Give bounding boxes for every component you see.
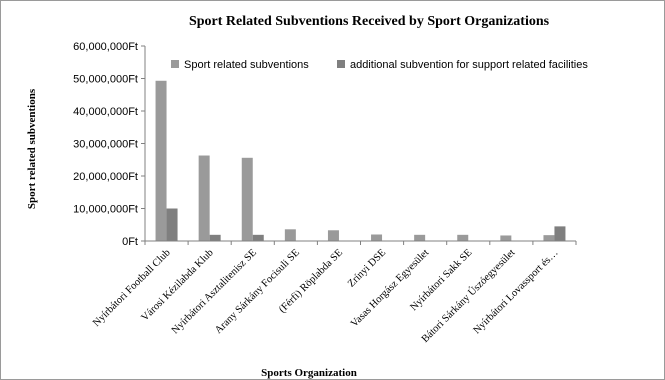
bar-facility-subvention xyxy=(209,234,221,241)
x-tick-label: Nyírbátori Football Club xyxy=(91,247,173,329)
y-tick-label: 20,000,000Ft xyxy=(73,171,138,183)
bar-facility-subvention xyxy=(166,208,178,241)
x-tick-label: Nyírbátori Lovassport és… xyxy=(472,247,561,336)
x-tick-label: Városi Kézilabda Klub xyxy=(140,247,216,323)
y-tick-label: 10,000,000Ft xyxy=(73,204,138,216)
bar-sport-subvention xyxy=(198,155,210,241)
bar-sport-subvention xyxy=(155,80,167,242)
bar-sport-subvention xyxy=(500,235,512,241)
legend-label: additional subvention for support relate… xyxy=(350,59,588,71)
chart-title: Sport Related Subventions Received by Sp… xyxy=(189,14,550,29)
bar-sport-subvention xyxy=(543,235,555,241)
bar-sport-subvention xyxy=(241,157,253,241)
bar-sport-subvention xyxy=(414,234,426,241)
y-axis-label: Sport related subventions xyxy=(26,88,38,209)
y-tick-label: 40,000,000Ft xyxy=(73,106,138,118)
bar-facility-subvention xyxy=(252,234,264,241)
bars xyxy=(155,80,566,242)
y-axis: 0Ft 10,000,000Ft 20,000,000Ft 30,000,000Ft 4… xyxy=(73,41,145,248)
legend: Sport related subventions additional subv… xyxy=(171,59,588,71)
y-tick-label: 0Ft xyxy=(122,236,138,248)
x-tick-label: Nyírbátori Asztalitenisz SE xyxy=(170,247,259,336)
legend-swatch xyxy=(171,60,179,68)
y-tick-label: 50,000,000Ft xyxy=(73,74,138,86)
x-tick-label: Zrínyi DSE xyxy=(346,247,388,289)
bar-facility-subvention xyxy=(554,226,566,241)
y-tick-label: 30,000,000Ft xyxy=(73,139,138,151)
x-tick-label: Vasas Horgász Egyesület xyxy=(349,247,431,329)
x-tick-label: Bátori Sárkány Úszóegyesület xyxy=(419,247,517,345)
x-tick-label: Arany Sárkány Focisuli SE xyxy=(213,247,302,336)
bar-sport-subvention xyxy=(284,229,296,241)
bar-sport-subvention xyxy=(457,234,469,241)
y-tick-label: 60,000,000Ft xyxy=(73,41,138,53)
x-axis-label: Sports Organization xyxy=(261,367,357,379)
legend-swatch xyxy=(337,60,345,68)
bar-sport-subvention xyxy=(327,230,339,241)
legend-label: Sport related subventions xyxy=(184,59,309,71)
bar-sport-subvention xyxy=(371,234,383,241)
